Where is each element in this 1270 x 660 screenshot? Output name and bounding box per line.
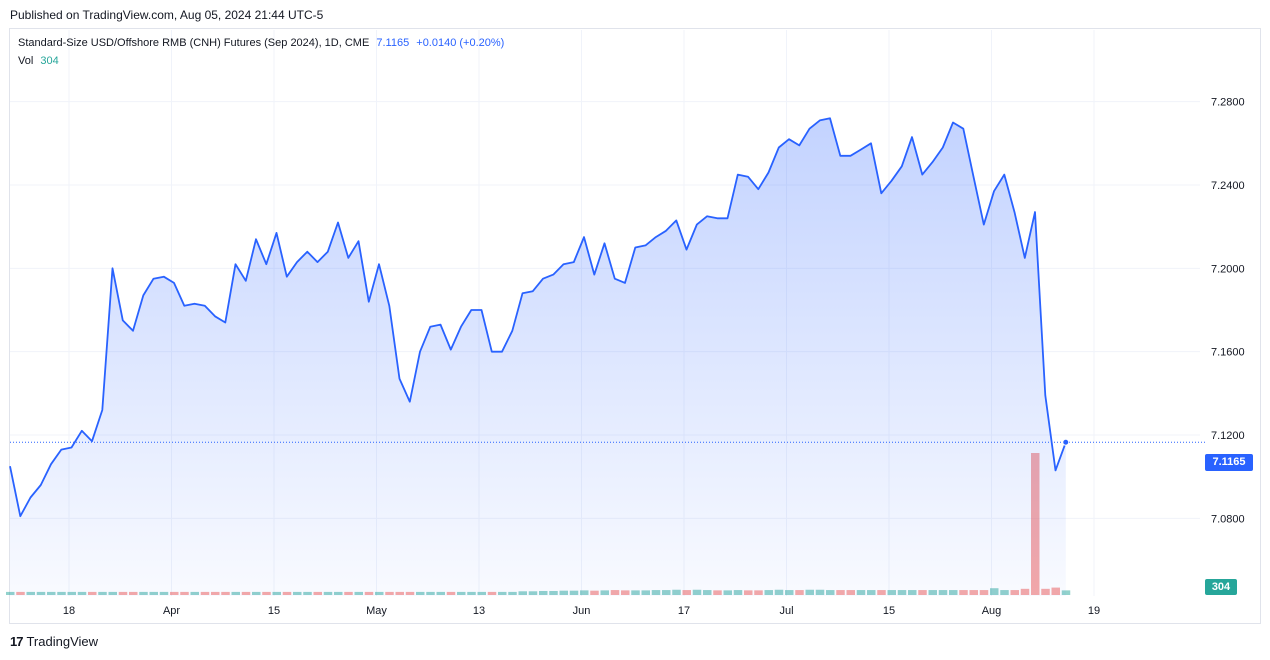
- published-note: Published on TradingView.com, Aug 05, 20…: [10, 8, 324, 22]
- x-tick-label: Aug: [982, 605, 1002, 617]
- volume-tag: 304: [1205, 579, 1237, 595]
- tradingview-logo-icon: 17: [10, 634, 24, 649]
- time-axis[interactable]: 18 Apr 15 May 13 Jun 17 Jul 15 Aug 19: [63, 605, 1100, 617]
- price-change: +0.0140 (+0.20%): [416, 37, 505, 49]
- y-tick-label: 7.0800: [1211, 513, 1245, 525]
- volume-label: Vol: [18, 55, 34, 67]
- tradingview-brand: TradingView: [26, 634, 99, 649]
- x-tick-label: May: [366, 605, 387, 617]
- last-price-dot: [1062, 438, 1070, 446]
- x-tick-label: 19: [1088, 605, 1100, 617]
- x-tick-label: Jul: [779, 605, 793, 617]
- y-tick-label: 7.1600: [1211, 347, 1245, 359]
- y-tick-label: 7.2800: [1211, 97, 1245, 109]
- price-area: [10, 118, 1066, 597]
- last-price-tag: 7.1165: [1205, 454, 1253, 471]
- chart-legend[interactable]: Standard-Size USD/Offshore RMB (CNH) Fut…: [18, 37, 504, 49]
- price-line: [9, 117, 1067, 518]
- x-tick-label: 18: [63, 605, 75, 617]
- symbol-title: Standard-Size USD/Offshore RMB (CNH) Fut…: [18, 37, 370, 49]
- volume-bar: [1061, 590, 1071, 595]
- price-axis[interactable]: 7.2800 7.2400 7.2000 7.1600 7.1200 7.0800: [1211, 97, 1245, 526]
- chart-frame[interactable]: [9, 28, 1261, 624]
- x-tick-label: 15: [268, 605, 280, 617]
- last-price-value: 7.1165: [376, 37, 410, 49]
- x-tick-label: 15: [883, 605, 895, 617]
- volume-value: 304: [40, 55, 59, 67]
- tradingview-footer[interactable]: 17 TradingView: [10, 634, 98, 649]
- y-tick-label: 7.1200: [1211, 430, 1245, 442]
- x-tick-label: 13: [473, 605, 485, 617]
- x-tick-label: Jun: [573, 605, 591, 617]
- x-tick-label: 17: [678, 605, 690, 617]
- y-tick-label: 7.2400: [1211, 180, 1245, 192]
- x-tick-label: Apr: [163, 605, 180, 617]
- y-tick-label: 7.2000: [1211, 263, 1245, 275]
- volume-legend[interactable]: Vol 304: [18, 55, 59, 67]
